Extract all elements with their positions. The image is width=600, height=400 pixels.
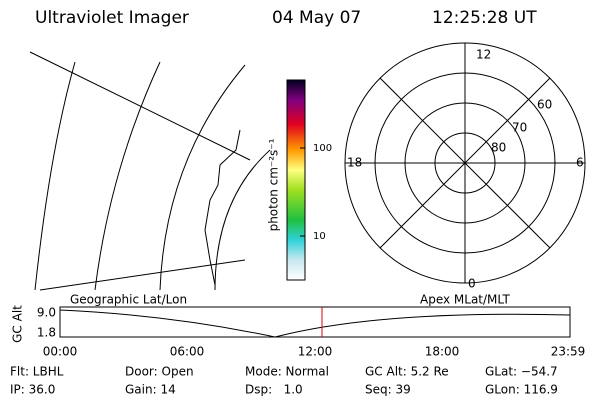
mlt-label: 0 — [468, 277, 476, 291]
title: Ultraviolet Imager — [35, 8, 189, 28]
info-field: GLat: −54.7 — [485, 365, 558, 379]
info-field: Dsp: 1.0 — [245, 383, 303, 397]
colorbar-label: photon cm⁻²s⁻¹ — [267, 138, 281, 231]
timeline-y-label: GC Alt — [11, 305, 25, 343]
map-grid — [29, 51, 271, 291]
date: 04 May 07 — [272, 8, 361, 28]
info-field: Seq: 39 — [365, 383, 411, 397]
timeline-x-tick: 23:59 — [551, 345, 586, 359]
info-field: Door: Open — [125, 365, 194, 379]
info-field: GLon: 116.9 — [485, 383, 558, 397]
lat-label: 60 — [537, 98, 552, 112]
lat-label: 70 — [512, 121, 527, 135]
colorbar-tick-label: 10 — [313, 231, 326, 242]
info-field: IP: 36.0 — [10, 383, 55, 397]
info-field: Gain: 14 — [125, 383, 176, 397]
colorbar-tick-label: 100 — [313, 143, 332, 154]
altitude-curve — [59, 309, 571, 338]
timeline-x-tick: 18:00 — [425, 345, 460, 359]
timeline-x-tick: 12:00 — [298, 345, 333, 359]
timeline-y-tick: 1.8 — [37, 326, 56, 340]
time: 12:25:28 UT — [432, 8, 537, 28]
timeline-left-label: Geographic Lat/Lon — [70, 293, 187, 307]
info-field: Flt: LBHL — [10, 365, 64, 379]
timeline-x-tick: 00:00 — [43, 345, 78, 359]
colorbar — [286, 79, 306, 281]
lat-label: 80 — [491, 141, 506, 155]
mlt-label: 12 — [476, 48, 491, 62]
timeline-right-label: Apex MLat/MLT — [420, 293, 510, 307]
info-field: GC Alt: 5.2 Re — [365, 365, 449, 379]
info-field: Mode: Normal — [245, 365, 329, 379]
mlt-label: 6 — [576, 156, 584, 170]
mlt-label: 18 — [347, 156, 362, 170]
timeline-frame — [59, 306, 571, 338]
timeline-y-tick: 9.0 — [37, 306, 56, 320]
polar-grid — [344, 42, 586, 284]
timeline-x-tick: 06:00 — [170, 345, 205, 359]
